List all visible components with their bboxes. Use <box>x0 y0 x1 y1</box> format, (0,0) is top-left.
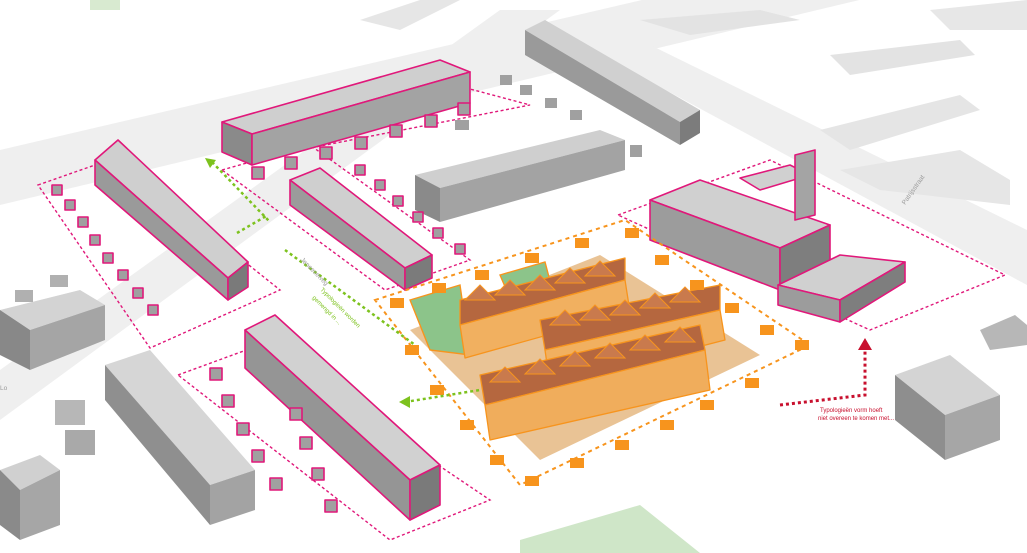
orange-plan-boundary <box>373 218 813 487</box>
green-note-line2: gemengd in ... <box>311 295 342 326</box>
magenta-buildings <box>51 59 906 521</box>
context-buildings <box>0 0 1027 540</box>
street-label-middle: Jeneeseweg <box>299 256 330 287</box>
street-label-left: Lo <box>0 385 8 392</box>
green-arrowheads <box>205 158 410 408</box>
red-connection-arrow <box>779 338 872 407</box>
central-development <box>409 255 760 460</box>
grass-patch-bottom <box>520 505 700 553</box>
red-note-line2: niet overeen te komen met... <box>818 416 894 422</box>
grass-patch-top <box>90 0 120 10</box>
green-connection-arrows <box>211 161 481 404</box>
red-note-line1: Typologieën vorm hoeft <box>820 408 883 414</box>
